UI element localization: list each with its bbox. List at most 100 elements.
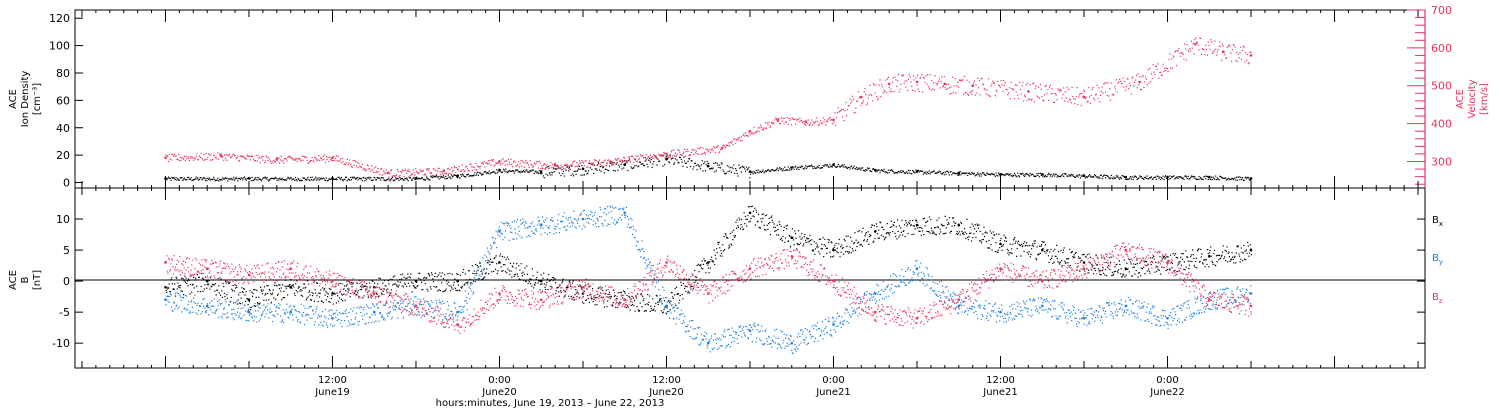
density-point — [713, 163, 714, 164]
velocity-point — [873, 83, 874, 84]
density-point — [606, 169, 607, 170]
velocity-point — [734, 138, 735, 139]
by-point — [321, 325, 322, 326]
bx-point — [1077, 263, 1078, 264]
velocity-point — [306, 157, 307, 158]
density-point — [900, 172, 901, 173]
bx-point — [1216, 255, 1217, 256]
bx-point — [434, 286, 435, 287]
velocity-point — [543, 165, 544, 166]
bx-point — [734, 237, 735, 238]
velocity-point — [1007, 94, 1008, 95]
bx-point — [449, 285, 450, 286]
density-data-point — [916, 170, 919, 173]
velocity-point — [280, 159, 281, 160]
velocity-point — [355, 161, 356, 162]
bx-point — [760, 218, 761, 219]
bx-point — [955, 223, 956, 224]
velocity-point — [540, 168, 541, 169]
velocity-point — [469, 171, 470, 172]
bx-point — [650, 311, 651, 312]
bx-point — [1108, 265, 1109, 266]
bx-point — [1158, 269, 1159, 270]
by-point — [225, 299, 226, 300]
velocity-point — [881, 84, 882, 85]
bx-point — [524, 274, 525, 275]
velocity-point — [831, 119, 832, 120]
density-point — [530, 171, 531, 172]
by-point — [269, 309, 270, 310]
by-point — [283, 322, 284, 323]
velocity-point — [766, 128, 767, 129]
bx-point — [784, 242, 785, 243]
density-point — [814, 166, 815, 167]
bx-point — [1104, 257, 1105, 258]
velocity-point — [533, 166, 534, 167]
bx-point — [285, 286, 286, 287]
by-point — [461, 312, 462, 313]
velocity-point — [635, 160, 636, 161]
bx-point — [618, 292, 619, 293]
bx-point — [966, 233, 967, 234]
density-point — [205, 180, 206, 181]
density-point — [444, 177, 445, 178]
density-point — [545, 168, 546, 169]
velocity-point — [338, 156, 339, 157]
density-point — [851, 166, 852, 167]
density-point — [678, 162, 679, 163]
density-point — [789, 168, 790, 169]
bx-point — [1106, 262, 1107, 263]
bx-point — [908, 233, 909, 234]
density-point — [1117, 176, 1118, 177]
velocity-point — [675, 152, 676, 153]
bx-point — [867, 239, 868, 240]
velocity-point — [980, 94, 981, 95]
bx-point — [256, 290, 257, 291]
velocity-point — [605, 159, 606, 160]
bx-point — [339, 297, 340, 298]
density-point — [906, 171, 907, 172]
bx-point — [570, 286, 571, 287]
density-point — [853, 167, 854, 168]
bx-point — [341, 299, 342, 300]
bx-point — [400, 274, 401, 275]
density-point — [995, 176, 996, 177]
velocity-point — [524, 167, 525, 168]
density-point — [805, 165, 806, 166]
bx-data-point — [331, 292, 334, 295]
bx-point — [388, 283, 389, 284]
bx-point — [882, 227, 883, 228]
velocity-point — [971, 94, 972, 95]
bx-point — [814, 254, 815, 255]
bx-point — [393, 284, 394, 285]
bx-point — [772, 220, 773, 221]
density-point — [623, 167, 624, 168]
bx-point — [719, 242, 720, 243]
bx-point — [615, 295, 616, 296]
by-point — [505, 230, 506, 231]
by-point — [447, 309, 448, 310]
velocity-point — [1066, 97, 1067, 98]
density-point — [600, 166, 601, 167]
by-point — [311, 306, 312, 307]
velocity-point — [712, 148, 713, 149]
velocity-point — [423, 170, 424, 171]
density-point — [1169, 175, 1170, 176]
by-point — [438, 310, 439, 311]
velocity-point — [377, 172, 378, 173]
density-point — [1211, 177, 1212, 178]
bx-point — [1137, 263, 1138, 264]
velocity-point — [1218, 49, 1219, 50]
bx-point — [1140, 275, 1141, 276]
bx-point — [521, 273, 522, 274]
bx-point — [293, 286, 294, 287]
by-point — [362, 319, 363, 320]
bx-point — [328, 301, 329, 302]
density-point — [832, 166, 833, 167]
by-point — [348, 312, 349, 313]
bx-point — [998, 250, 999, 251]
velocity-point — [596, 160, 597, 161]
bx-point — [752, 206, 753, 207]
velocity-point — [349, 159, 350, 160]
by-point — [331, 315, 332, 316]
